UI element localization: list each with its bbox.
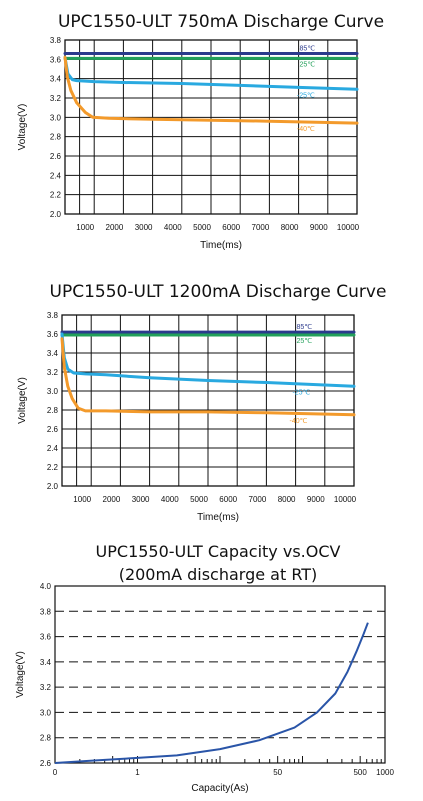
y-axis-label: Voltage(V) <box>15 651 26 698</box>
x-tick-label: 1000 <box>73 495 91 504</box>
y-tick-label: 3.2 <box>47 368 59 377</box>
series-line <box>63 55 359 91</box>
y-tick-label: 3.4 <box>40 658 52 667</box>
x-tick-label: 6000 <box>219 495 237 504</box>
x-tick-label: 500 <box>353 768 367 777</box>
y-tick-label: 3.4 <box>50 75 62 84</box>
y-tick-label: 4.0 <box>40 582 52 591</box>
x-tick-label: 3000 <box>135 223 153 232</box>
series-label: 85℃ <box>300 46 316 53</box>
y-tick-label: 3.4 <box>47 349 59 358</box>
x-tick-label: 1 <box>135 768 140 777</box>
series-line <box>60 332 356 388</box>
chart-title: UPC1550-ULT Capacity vs.OCV <box>96 542 341 561</box>
y-tick-label: 2.8 <box>50 133 62 142</box>
y-tick-label: 2.0 <box>47 482 59 491</box>
y-tick-label: 3.2 <box>40 683 52 692</box>
y-tick-label: 3.2 <box>50 94 62 103</box>
x-tick-label: 8000 <box>281 223 299 232</box>
x-tick-label: 50 <box>273 768 282 777</box>
y-tick-label: 3.8 <box>50 36 62 45</box>
x-tick-label: 9000 <box>310 223 328 232</box>
y-tick-label: 2.8 <box>40 734 52 743</box>
x-tick-label: 1000 <box>376 768 394 777</box>
plot-frame <box>64 39 358 215</box>
x-tick-label: 7000 <box>252 223 270 232</box>
x-tick-label: 5000 <box>190 495 208 504</box>
y-tick-label: 2.2 <box>47 463 59 472</box>
y-tick-label: 3.6 <box>40 633 52 642</box>
x-tick-label: 9000 <box>307 495 325 504</box>
y-tick-label: 3.8 <box>47 311 59 320</box>
x-tick-label: 2000 <box>106 223 124 232</box>
series-label: 25℃ <box>300 61 316 68</box>
x-tick-label: 10000 <box>334 495 357 504</box>
y-tick-label: 3.8 <box>40 607 52 616</box>
series-line <box>54 622 369 764</box>
x-axis-label: Time(ms) <box>200 240 242 251</box>
chart-750ma: UPC1550-ULT 750mA Discharge Curve 2.0 2.2 2… <box>0 0 423 255</box>
x-tick-label: 6000 <box>222 223 240 232</box>
series-line <box>60 337 356 417</box>
x-tick-label: 0 <box>53 768 58 777</box>
series-label: -25℃ <box>297 92 315 99</box>
x-axis-label: Capacity(As) <box>191 783 248 794</box>
y-tick-label: 2.4 <box>47 444 59 453</box>
x-axis-label: Time(ms) <box>197 512 239 523</box>
y-tick-label: 3.0 <box>40 708 52 717</box>
y-tick-label: 2.6 <box>50 152 62 161</box>
x-tick-label: 8000 <box>278 495 296 504</box>
x-tick-label: 3000 <box>132 495 150 504</box>
x-tick-label: 2000 <box>103 495 121 504</box>
plot-frame <box>61 314 355 487</box>
y-axis-label: Voltage(V) <box>17 377 28 424</box>
y-tick-label: 3.0 <box>50 113 62 122</box>
chart-title: UPC1550-ULT 1200mA Discharge Curve <box>50 282 387 302</box>
series-label: -40℃ <box>297 126 315 133</box>
chart-capacity-ocv: UPC1550-ULT Capacity vs.OCV (200mA discha… <box>0 540 423 801</box>
x-tick-label: 10000 <box>337 223 360 232</box>
chart-subtitle: (200mA discharge at RT) <box>119 565 318 584</box>
series-label: -40℃ <box>290 418 308 425</box>
y-tick-label: 2.2 <box>50 191 62 200</box>
series-label: 25℃ <box>297 338 313 345</box>
y-tick-label: 2.8 <box>47 406 59 415</box>
x-tick-label: 1000 <box>76 223 94 232</box>
y-tick-label: 3.6 <box>50 55 62 64</box>
y-tick-label: 2.6 <box>40 759 52 768</box>
y-axis-label: Voltage(V) <box>17 104 28 151</box>
x-tick-label: 5000 <box>193 223 211 232</box>
chart-title: UPC1550-ULT 750mA Discharge Curve <box>58 12 384 32</box>
plot-frame <box>54 585 386 764</box>
y-tick-label: 3.0 <box>47 387 59 396</box>
y-tick-label: 3.6 <box>47 330 59 339</box>
y-tick-label: 2.4 <box>50 171 62 180</box>
x-tick-label: 4000 <box>164 223 182 232</box>
x-tick-label: 4000 <box>161 495 179 504</box>
y-tick-label: 2.6 <box>47 425 59 434</box>
series-label: 85℃ <box>297 324 313 331</box>
y-tick-label: 2.0 <box>50 210 62 219</box>
series-line <box>63 55 359 125</box>
series-label: -25℃ <box>292 389 310 396</box>
x-tick-label: 7000 <box>249 495 267 504</box>
chart-1200ma: UPC1550-ULT 1200mA Discharge Curve 2.0 2.2… <box>0 272 423 530</box>
